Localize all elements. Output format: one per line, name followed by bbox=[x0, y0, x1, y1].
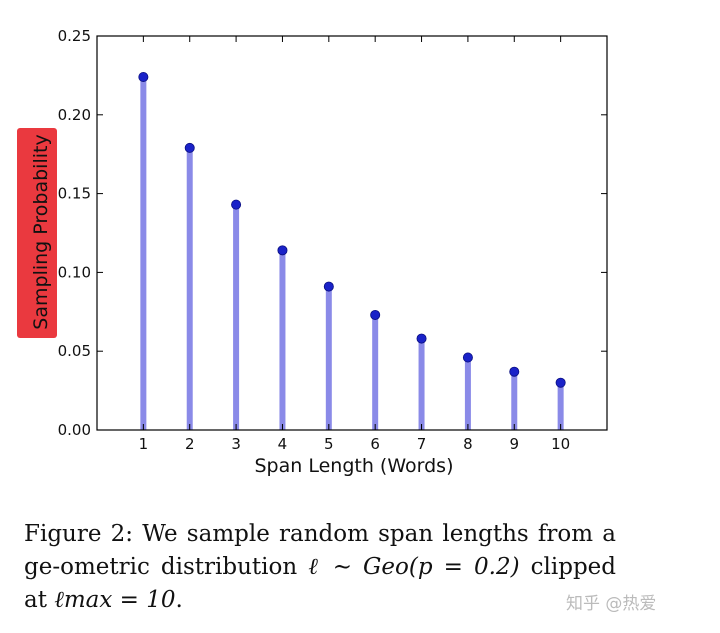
x-tick-label: 4 bbox=[278, 435, 288, 453]
ylabel-highlight bbox=[17, 128, 57, 338]
x-tick-label: 7 bbox=[417, 435, 427, 453]
data-point-7 bbox=[416, 333, 427, 344]
data-point-3 bbox=[231, 199, 242, 210]
x-tick-label: 5 bbox=[324, 435, 334, 453]
data-point-6 bbox=[370, 309, 381, 320]
caption-prefix: Figure 2: We sample random span lengths … bbox=[24, 521, 616, 580]
figure-caption: Figure 2: We sample random span lengths … bbox=[24, 518, 616, 617]
caption-suffix: . bbox=[175, 587, 183, 613]
y-tick-label: 0.25 bbox=[58, 27, 91, 45]
data-point-10 bbox=[555, 377, 566, 388]
x-axis-title: Span Length (Words) bbox=[255, 455, 454, 477]
x-tick-label: 1 bbox=[139, 435, 149, 453]
data-point-9 bbox=[509, 366, 520, 377]
y-tick-label: 0.15 bbox=[58, 185, 91, 203]
x-tick-label: 9 bbox=[509, 435, 519, 453]
y-tick-label: 0.05 bbox=[58, 342, 91, 360]
y-tick-label: 0.00 bbox=[58, 421, 91, 439]
x-tick-label: 8 bbox=[463, 435, 473, 453]
stem-chart: 0.00 0.05 0.10 0.15 0.20 0.25 1 2 3 4 5 6 7 8 9 10 Span… bbox=[17, 27, 608, 477]
y-tick-label: 0.20 bbox=[58, 106, 91, 124]
data-point-8 bbox=[462, 352, 473, 363]
data-point-2 bbox=[184, 142, 195, 153]
y-tick-label: 0.10 bbox=[58, 263, 91, 281]
caption-middle: clipped at bbox=[24, 554, 616, 613]
data-point-1 bbox=[138, 71, 149, 82]
x-tick-label: 6 bbox=[370, 435, 380, 453]
x-tick-label: 3 bbox=[231, 435, 241, 453]
caption-math-max: ℓmax = 10 bbox=[54, 587, 176, 613]
data-point-4 bbox=[277, 245, 288, 256]
caption-math-distribution: ℓ ∼ Geo(p = 0.2) bbox=[308, 554, 520, 580]
data-point-5 bbox=[323, 281, 334, 292]
x-tick-label: 10 bbox=[551, 435, 570, 453]
x-tick-label: 2 bbox=[185, 435, 195, 453]
watermark: 知乎 @热爱 bbox=[566, 594, 657, 614]
plot-frame bbox=[96, 35, 608, 431]
y-axis-title: Sampling Probability bbox=[30, 134, 52, 329]
